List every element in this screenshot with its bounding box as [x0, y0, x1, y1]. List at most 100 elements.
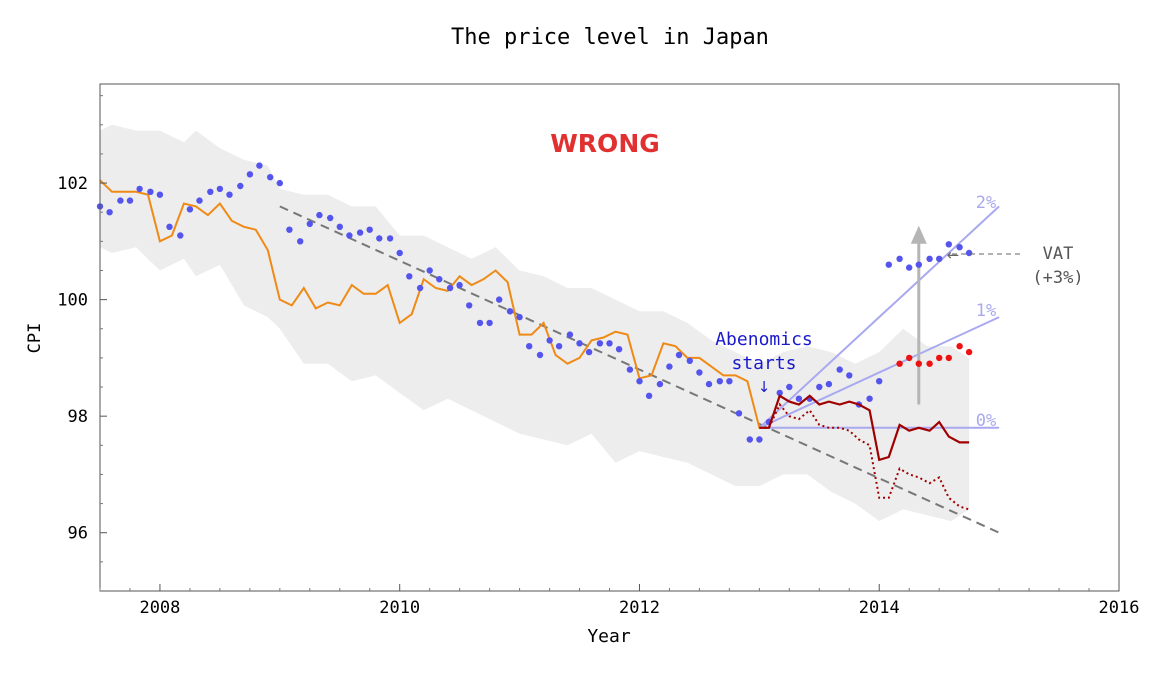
data-point: [945, 354, 952, 362]
data-point: [366, 226, 373, 233]
data-point: [636, 378, 643, 385]
data-point: [476, 319, 484, 327]
abenomics-label-line1: Abenomics: [715, 329, 813, 350]
data-point: [836, 366, 843, 373]
data-point: [126, 197, 134, 204]
projection-line-2: [758, 205, 1000, 429]
data-point: [906, 264, 913, 271]
data-point: [956, 244, 963, 251]
data-point: [297, 238, 304, 245]
vat-label-line2: (+3%): [1032, 268, 1083, 288]
data-point: [756, 436, 763, 443]
data-point: [555, 343, 563, 350]
confidence-band: [100, 124, 970, 522]
data-point: [896, 255, 903, 262]
series-orange-line: [99, 179, 766, 429]
y-tick-label: 96: [68, 524, 88, 544]
data-point: [776, 389, 783, 397]
data-point: [416, 284, 424, 292]
data-point: [876, 378, 883, 385]
data-point: [705, 380, 713, 388]
chart-title: The price level in Japan: [451, 25, 769, 50]
abenomics-arrow-icon: ↓: [758, 378, 771, 396]
data-point: [147, 188, 154, 195]
data-point: [936, 354, 943, 362]
y-tick-label: 100: [57, 291, 88, 311]
vat-leader-arrow-icon: ←: [947, 246, 960, 264]
data-point: [106, 209, 113, 216]
data-point: [645, 392, 653, 399]
data-point: [466, 302, 473, 309]
data-point: [316, 211, 323, 219]
projection-label-1pct: 1%: [976, 301, 996, 321]
data-point: [576, 340, 583, 347]
data-point: [666, 363, 673, 370]
data-point: [956, 343, 963, 350]
data-point: [216, 185, 224, 193]
data-point: [446, 284, 454, 292]
data-point: [246, 171, 254, 178]
projection-line-1: [758, 316, 1000, 429]
data-point: [965, 348, 973, 356]
data-point: [585, 348, 593, 356]
series-group: [96, 162, 973, 511]
band-area: [100, 124, 970, 522]
data-point: [896, 360, 903, 367]
data-point: [376, 235, 383, 242]
data-point: [286, 226, 293, 233]
data-point: [795, 395, 803, 402]
data-point: [965, 249, 973, 257]
data-point: [686, 357, 693, 364]
data-point: [915, 261, 922, 268]
axes: 2008 2010 2012 2014 2016 96 98 100 102: [57, 95, 1140, 618]
data-point: [846, 372, 853, 379]
data-point: [306, 220, 313, 228]
data-point: [256, 162, 263, 169]
data-point: [926, 360, 933, 367]
data-point: [456, 281, 463, 289]
data-point: [615, 346, 623, 353]
trend-dashed-line: [279, 205, 1000, 534]
data-point: [486, 319, 493, 327]
y-axis-label: CPI: [25, 323, 45, 354]
vat-label-line1: VAT: [1043, 244, 1074, 264]
data-point: [136, 185, 143, 193]
data-point: [436, 276, 443, 283]
projection-lines: [758, 205, 1000, 429]
data-point: [526, 343, 533, 350]
data-point: [656, 380, 664, 388]
data-point: [735, 410, 743, 417]
abenomics-label-line2: starts: [731, 353, 796, 374]
data-point: [267, 174, 274, 181]
data-point: [746, 436, 753, 443]
x-tick-label: 2010: [379, 598, 420, 618]
vat-arrow-head: [910, 225, 927, 244]
x-tick-label: 2016: [1099, 598, 1140, 618]
data-point: [186, 206, 194, 213]
data-point: [156, 191, 164, 198]
data-point: [336, 223, 343, 230]
data-point: [866, 395, 873, 402]
vat-arrow: [910, 225, 927, 405]
x-tick-label: 2012: [619, 598, 660, 618]
data-point: [226, 191, 233, 198]
x-tick-label: 2014: [859, 598, 900, 618]
x-axis-label: Year: [587, 626, 631, 647]
data-point: [516, 313, 523, 321]
data-point: [356, 229, 364, 236]
data-point: [675, 351, 683, 359]
data-point: [426, 267, 433, 274]
data-point: [816, 383, 823, 391]
data-point: [386, 235, 394, 242]
series-red_dots: [896, 343, 973, 367]
data-point: [496, 296, 503, 303]
wrong-stamp: WRONG: [550, 129, 660, 158]
projection-label-2pct: 2%: [976, 193, 996, 213]
data-point: [207, 188, 214, 195]
y-tick-label: 98: [68, 407, 88, 427]
data-point: [327, 214, 334, 222]
data-point: [166, 223, 173, 230]
data-point: [726, 378, 733, 385]
data-point: [926, 255, 933, 262]
